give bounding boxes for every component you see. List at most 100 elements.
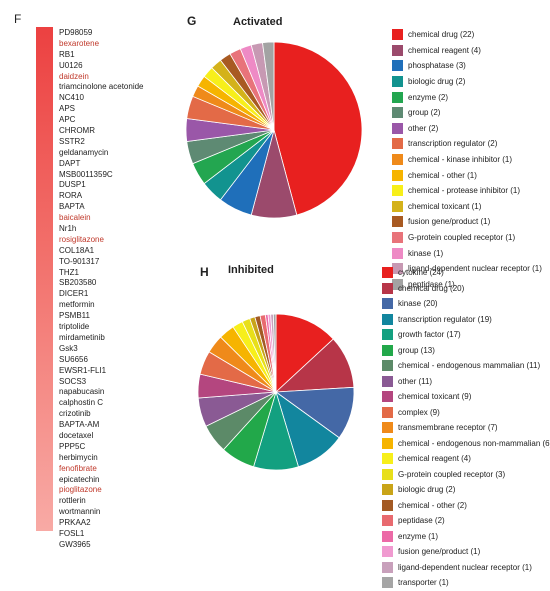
gene-list-item: daidzein: [59, 71, 89, 81]
legend-item: group (2): [392, 105, 542, 121]
legend-item: G-protein coupled receptor (1): [392, 230, 542, 246]
legend-swatch: [392, 138, 403, 150]
gene-list-item: triptolide: [59, 322, 90, 332]
legend-label: G-protein coupled receptor (3): [398, 469, 506, 479]
gene-list-item: RORA: [59, 191, 83, 201]
gene-list-item: DICER1: [59, 289, 89, 299]
gene-list-item: EWSR1-FLI1: [59, 365, 107, 375]
legend-item: growth factor (17): [382, 327, 550, 343]
gene-list-item: THZ1: [59, 267, 79, 277]
legend-item: chemical reagent (4): [392, 43, 542, 59]
legend-swatch: [392, 29, 403, 41]
legend-label: chemical - other (1): [408, 170, 477, 180]
legend-swatch: [392, 169, 403, 181]
inhibited-pie-chart: [197, 313, 355, 471]
gene-list-item: baicalein: [59, 213, 91, 223]
gene-list-item: NC410: [59, 93, 84, 103]
legend-item: biologic drug (2): [382, 482, 550, 498]
legend-swatch: [382, 422, 393, 434]
legend-item: complex (9): [382, 405, 550, 421]
gene-list-item: PD98059: [59, 28, 93, 37]
gene-list-item: APC: [59, 115, 76, 125]
legend-swatch: [392, 200, 403, 212]
inhibited-legend: cytokine (24) chemical drug (20) kinase (2…: [382, 265, 550, 591]
gene-list-item: BAPTA-AM: [59, 420, 100, 430]
legend-label: ligand-dependent nuclear receptor (1): [398, 562, 532, 572]
legend-item: chemical - protease inhibitor (1): [392, 183, 542, 199]
legend-label: ligand-dependent nuclear receptor (1): [408, 264, 542, 274]
legend-item: phosphatase (3): [392, 58, 542, 74]
gene-list-item: mirdametinib: [59, 332, 105, 342]
legend-swatch: [382, 298, 393, 310]
gene-list-item: crizotinib: [59, 409, 91, 419]
legend-item: other (2): [392, 121, 542, 137]
inhibited-chart-title: Inhibited: [228, 264, 274, 276]
gene-list-item: SB203580: [59, 278, 97, 288]
legend-label: kinase (1): [408, 248, 444, 258]
gene-list-item: TO-901317: [59, 256, 100, 266]
legend-label: chemical toxicant (1): [408, 201, 482, 211]
legend-swatch: [382, 360, 393, 372]
gene-list-item: SOCS3: [59, 376, 87, 386]
legend-item: transporter (1): [382, 575, 550, 591]
legend-item: transcription regulator (19): [382, 312, 550, 328]
legend-swatch: [392, 232, 403, 244]
gene-list-item: APS: [59, 104, 76, 114]
gene-list-item: pioglitazone: [59, 485, 102, 495]
legend-label: phosphatase (3): [408, 61, 466, 71]
gene-list-item: geldanamycin: [59, 147, 109, 157]
legend-swatch: [392, 216, 403, 228]
legend-item: kinase (20): [382, 296, 550, 312]
legend-item: enzyme (1): [382, 529, 550, 545]
legend-label: other (11): [398, 376, 433, 386]
legend-item: chemical toxicant (1): [392, 199, 542, 215]
legend-swatch: [392, 263, 403, 275]
legend-label: complex (9): [398, 407, 440, 417]
gene-list-item: napabucasin: [59, 387, 105, 397]
gene-list-item: GW3965: [59, 539, 91, 549]
legend-label: chemical drug (20): [398, 283, 465, 293]
legend-label: chemical toxicant (9): [398, 392, 472, 402]
panel-letter-f: F: [14, 12, 22, 26]
legend-swatch: [382, 406, 393, 418]
legend-item: chemical drug (22): [392, 27, 542, 43]
gene-list-item: PSMB11: [59, 311, 90, 321]
legend-item: chemical - other (2): [382, 498, 550, 514]
legend-label: chemical - endogenous non-mammalian (6): [398, 438, 550, 448]
legend-label: chemical - protease inhibitor (1): [408, 186, 521, 196]
gene-list-item: epicatechin: [59, 474, 100, 484]
gene-list-item: calphostin C: [59, 398, 104, 408]
gene-list-item: RB1: [59, 49, 75, 59]
legend-label: fusion gene/product (1): [398, 547, 481, 557]
legend-item: fusion gene/product (1): [382, 544, 550, 560]
legend-item: chemical - kinase inhibitor (1): [392, 152, 542, 168]
legend-swatch: [382, 468, 393, 480]
activated-legend: chemical drug (22) chemical reagent (4) ph…: [392, 27, 542, 292]
legend-swatch: [392, 122, 403, 134]
gene-list-item: DUSP1: [59, 180, 86, 190]
gene-list-item: CHROMR: [59, 126, 95, 136]
legend-swatch: [382, 282, 393, 294]
legend-label: enzyme (1): [398, 531, 439, 541]
legend-swatch: [382, 499, 393, 511]
legend-label: transcription regulator (2): [408, 139, 498, 149]
legend-label: chemical reagent (4): [398, 454, 471, 464]
legend-item: group (13): [382, 343, 550, 359]
gene-list-item: triamcinolone acetonide: [59, 82, 144, 92]
legend-swatch: [382, 437, 393, 449]
gene-list-item: Gsk3: [59, 343, 78, 353]
pie-slice: [275, 313, 334, 393]
legend-swatch: [382, 391, 393, 403]
gene-list-item: docetaxel: [59, 430, 94, 440]
gene-list-item: bexarotene: [59, 38, 100, 48]
gene-list-item: U0126: [59, 60, 83, 70]
gene-list-item: COL18A1: [59, 245, 95, 255]
legend-swatch: [382, 561, 393, 573]
legend-swatch: [382, 267, 393, 279]
gene-list-item: PRKAA2: [59, 518, 91, 528]
pie-slice: [262, 41, 275, 131]
pie-slice: [273, 41, 363, 216]
legend-label: chemical - endogenous mammalian (11): [398, 361, 541, 371]
legend-item: transcription regulator (2): [392, 136, 542, 152]
pie-slice: [272, 313, 277, 393]
